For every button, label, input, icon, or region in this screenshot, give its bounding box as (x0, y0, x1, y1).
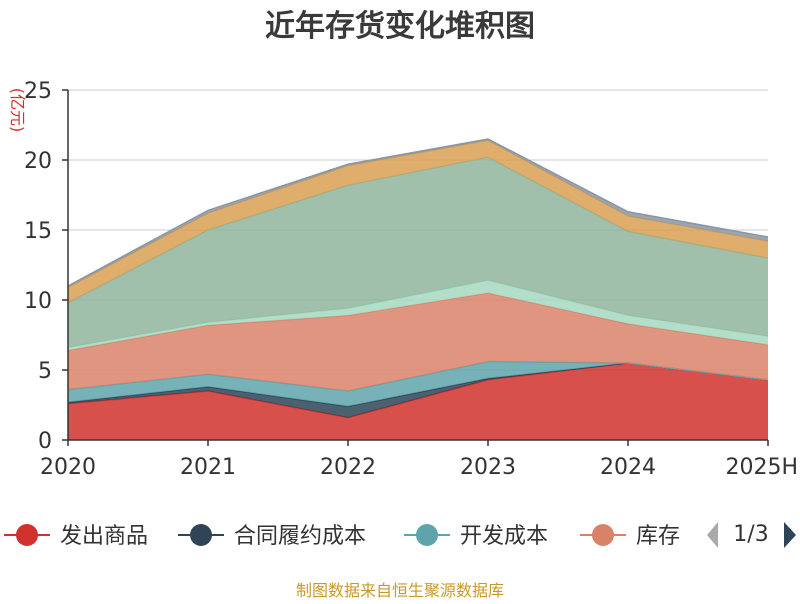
x-tick-label: 2024 (600, 455, 656, 480)
area-1 (68, 363, 768, 440)
axes (62, 89, 769, 446)
legend-label: 发出商品 (60, 524, 148, 549)
area-3 (68, 361, 768, 407)
x-tick-label: 2022 (320, 455, 376, 480)
legend-pager: 1/3 (707, 522, 796, 548)
legend-next-icon[interactable] (784, 522, 796, 548)
legend-page-indicator: 1/3 (733, 522, 768, 547)
x-tick-label: 2023 (460, 455, 516, 480)
y-tick-label: 5 (38, 359, 52, 384)
x-tick-label: 2025H (725, 455, 798, 480)
y-axis-unit: (亿元) (8, 88, 27, 133)
area-2 (68, 363, 768, 418)
y-tick-labels: 0 5 10 15 20 25 (24, 79, 52, 454)
legend-label: 开发成本 (460, 524, 548, 549)
area-4 (68, 293, 768, 391)
y-tick-label: 25 (24, 79, 52, 104)
data-source: 制图数据来自恒生聚源数据库 (296, 581, 504, 600)
chart-title: 近年存货变化堆积图 (265, 9, 535, 44)
area-8 (68, 139, 768, 288)
legend-item[interactable]: 合同履约成本 (178, 524, 366, 549)
legend: 发出商品 合同履约成本 开发成本 库存 (4, 524, 680, 549)
x-tick-label: 2021 (180, 455, 236, 480)
y-tick-label: 20 (24, 149, 52, 174)
legend-prev-icon[interactable] (707, 522, 718, 548)
x-tick-label: 2020 (40, 455, 96, 480)
legend-item[interactable]: 发出商品 (4, 524, 148, 549)
legend-marker (16, 524, 38, 546)
legend-marker (416, 524, 438, 546)
legend-item[interactable]: 库存 (580, 524, 680, 549)
legend-item[interactable]: 开发成本 (404, 524, 548, 549)
x-tick-labels: 2020 2021 2022 2023 2024 2025H (40, 455, 798, 480)
legend-label: 合同履约成本 (234, 524, 366, 549)
legend-marker (592, 524, 614, 546)
area-7 (68, 140, 768, 303)
area-6 (68, 157, 768, 348)
area-series (67, 138, 769, 440)
y-tick-label: 10 (24, 289, 52, 314)
y-tick-label: 0 (38, 429, 52, 454)
y-tick-label: 15 (24, 219, 52, 244)
legend-marker (190, 524, 212, 546)
area-line-8 (67, 138, 769, 287)
legend-label: 库存 (636, 524, 680, 549)
